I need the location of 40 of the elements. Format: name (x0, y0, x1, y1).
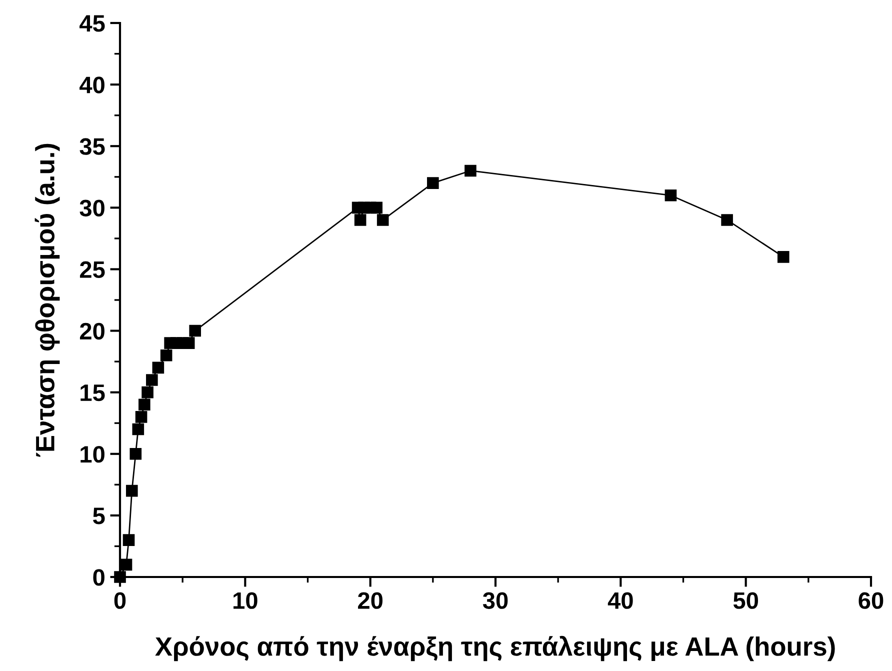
x-tick-label: 10 (234, 592, 258, 609)
y-tick-label: 30 (80, 200, 104, 216)
point (370, 202, 382, 214)
y-tick-label: 5 (93, 508, 105, 524)
x-tick-label: 0 (114, 592, 126, 609)
point (427, 177, 439, 189)
x-tick-label: 40 (608, 592, 633, 609)
point (130, 448, 142, 460)
point (664, 189, 677, 202)
y-axis-title: Ένταση φθορισμού (a.u.) (34, 144, 60, 457)
y-tick-label: 10 (80, 446, 104, 463)
point (132, 423, 144, 436)
point (160, 349, 172, 362)
x-tick-label: 50 (733, 592, 758, 609)
point (189, 324, 202, 337)
y-tick-label: 45 (80, 15, 105, 32)
y-tick-label: 35 (80, 138, 105, 155)
point (126, 484, 138, 497)
y-tick-label: 15 (80, 384, 105, 402)
point (122, 534, 135, 546)
point (135, 411, 148, 423)
y-tick-label: 25 (80, 261, 105, 278)
x-tick-label: 60 (858, 592, 884, 609)
point (142, 386, 154, 398)
point (152, 362, 164, 374)
x-axis-title: Χρόνος από την έναρξη της επάλειψης με ALA (hours) (155, 636, 835, 662)
y-tick-label: 0 (93, 569, 104, 586)
y-tick-label: 20 (80, 322, 104, 340)
point (777, 251, 790, 263)
point (354, 214, 366, 226)
point (146, 374, 158, 386)
point (182, 337, 195, 349)
x-tick-label: 30 (482, 592, 508, 609)
point (138, 398, 150, 411)
point (721, 214, 733, 226)
x-tick-label: 20 (358, 592, 382, 609)
point (376, 214, 389, 226)
point (464, 164, 476, 177)
y-tick-label: 40 (80, 76, 104, 94)
point (120, 558, 132, 571)
